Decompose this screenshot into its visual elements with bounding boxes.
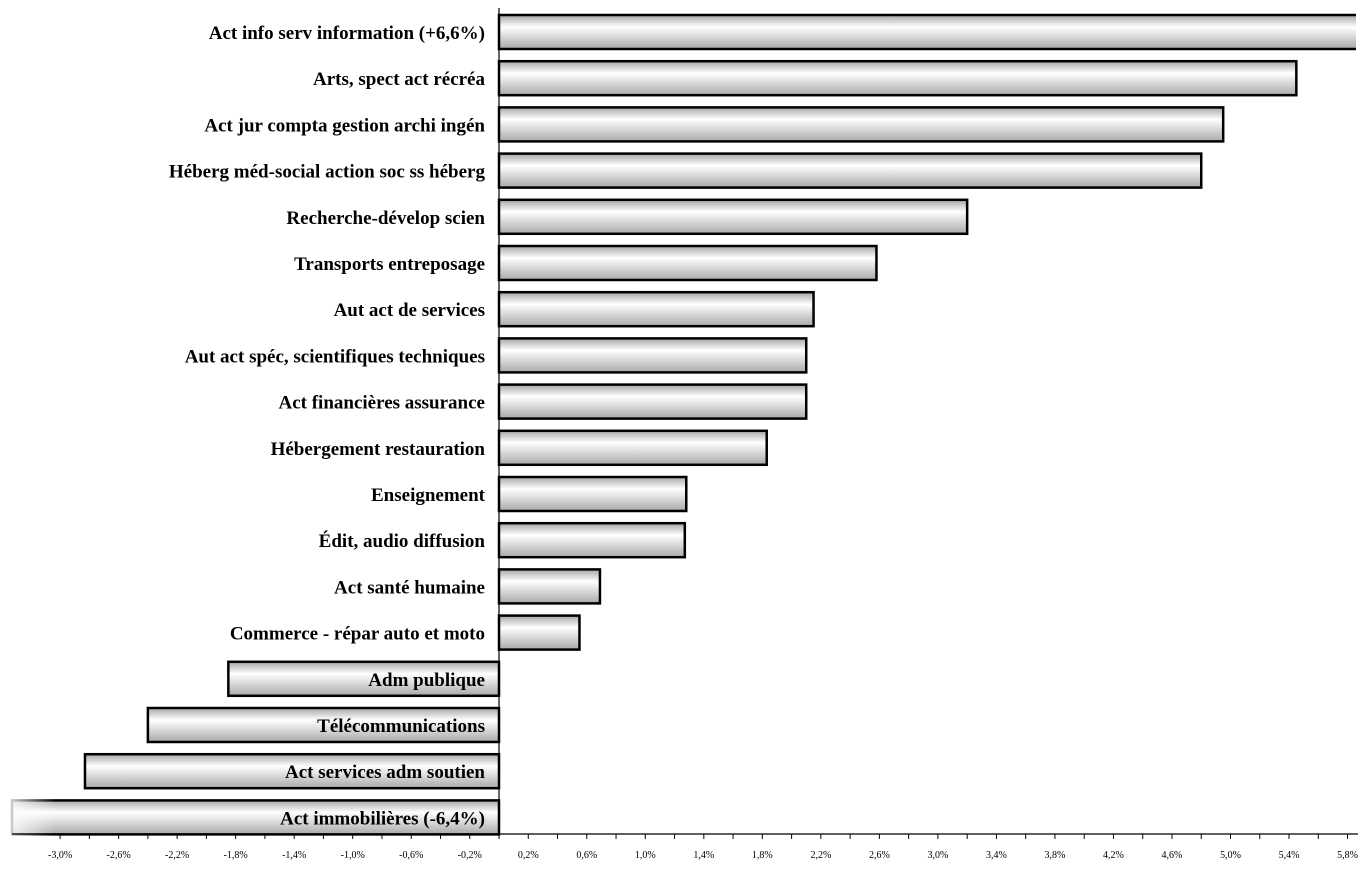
category-label: Act info serv information (+6,6%) xyxy=(209,23,485,44)
bar-act-financieres-assurance xyxy=(497,383,808,420)
x-tick-label: 1,8% xyxy=(752,850,773,861)
x-tick-label: -2,2% xyxy=(165,850,189,861)
category-label: Aut act spéc, scientifiques techniques xyxy=(185,346,485,367)
x-tick-label: 1,0% xyxy=(635,850,656,861)
category-label: Commerce - répar auto et moto xyxy=(230,624,485,645)
x-tick-label: 5,8% xyxy=(1337,850,1358,861)
category-label: Adm publique xyxy=(368,670,485,691)
bar-enseignement xyxy=(497,475,688,513)
category-label: Aut act de services xyxy=(334,300,485,321)
x-tick-label: 3,8% xyxy=(1045,850,1066,861)
x-tick-label: 2,2% xyxy=(810,850,831,861)
category-label: Édit, audio diffusion xyxy=(319,530,486,552)
x-tick-label: 1,4% xyxy=(693,850,714,861)
x-tick-label: 0,2% xyxy=(518,850,539,861)
x-tick-label: -0,2% xyxy=(458,850,482,861)
category-label: Act financières assurance xyxy=(278,393,485,414)
category-label: Arts, spect act récréa xyxy=(313,69,485,90)
category-label: Act services adm soutien xyxy=(285,762,485,783)
bar-heberg-med-social-action-soc-ss-heberg xyxy=(497,152,1203,189)
bar-adm-publique xyxy=(227,660,501,698)
bar-edit-audio-diffusion xyxy=(497,521,687,559)
x-tick-label: -1,4% xyxy=(282,850,306,861)
category-label: Hébergement restauration xyxy=(271,439,486,460)
bar-truncation-edge xyxy=(1356,12,1372,52)
bar-arts-spect-act-recrea xyxy=(497,59,1298,97)
bar-transports-entreposage xyxy=(497,244,878,282)
category-label: Recherche-dévelop scien xyxy=(286,208,485,229)
category-label: Act jur compta gestion archi ingén xyxy=(204,115,485,136)
category-label: Héberg méd-social action soc ss héberg xyxy=(169,162,486,183)
x-tick-label: 5,4% xyxy=(1279,850,1300,861)
x-tick-label: 3,0% xyxy=(927,850,948,861)
x-tick-label: -2,6% xyxy=(107,850,131,861)
x-tick-label: -1,8% xyxy=(224,850,248,861)
bar-recherche-develop-scien xyxy=(497,198,969,236)
bar-aut-act-de-services xyxy=(497,290,815,328)
x-tick-label: 4,2% xyxy=(1103,850,1124,861)
x-tick-label: 3,4% xyxy=(986,850,1007,861)
category-label: Transports entreposage xyxy=(294,254,485,275)
bar-act-jur-compta-gestion-archi-ingen xyxy=(497,106,1225,143)
x-tick-label: -3,0% xyxy=(48,850,72,861)
x-tick-label: 5,0% xyxy=(1220,850,1241,861)
x-tick-label: -0,6% xyxy=(399,850,423,861)
category-label: Act santé humaine xyxy=(334,577,485,598)
bar-act-services-adm-soutien xyxy=(83,752,501,790)
bar-telecommunications xyxy=(146,706,501,744)
bar-truncation-fade xyxy=(0,797,56,838)
category-label: Télécommunications xyxy=(317,716,485,737)
bar-act-info-serv-information-6-6 xyxy=(497,13,1360,51)
x-tick-label: 4,6% xyxy=(1162,850,1183,861)
category-label: Enseignement xyxy=(371,485,486,506)
bar-act-sante-humaine xyxy=(497,568,602,605)
x-tick-label: -1,0% xyxy=(341,850,365,861)
x-tick-label: 2,6% xyxy=(869,850,890,861)
x-tick-label: 0,6% xyxy=(576,850,597,861)
category-label: Act immobilières (-6,4%) xyxy=(280,808,485,829)
bar-commerce-repar-auto-et-moto xyxy=(497,614,581,651)
bar-aut-act-spec-scientifiques-techniques xyxy=(497,337,808,374)
bar-hebergement-restauration xyxy=(497,429,768,467)
